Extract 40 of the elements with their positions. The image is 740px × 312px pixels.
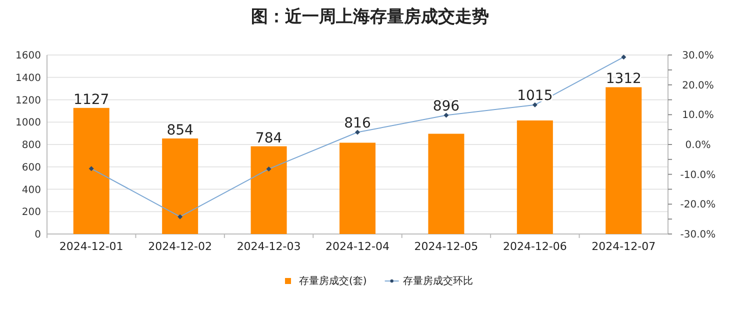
y-tick-label: 600 (22, 162, 41, 174)
bar (340, 142, 376, 234)
x-tick-label: 2024-12-05 (414, 240, 478, 253)
bar (73, 108, 110, 234)
chart-title: 图：近一周上海存量房成交走势 (251, 7, 489, 27)
y2-tick-label: 30.0% (682, 50, 714, 62)
bar (606, 87, 642, 234)
y2-tick-label: -10.0% (680, 170, 716, 181)
data-label: 1015 (517, 88, 553, 104)
data-label: 1127 (74, 92, 110, 108)
y-tick-label: 200 (22, 207, 41, 218)
bar (250, 146, 287, 234)
y2-tick-label: 0.0% (685, 140, 711, 151)
y-tick-label: 1600 (16, 50, 41, 62)
bar (428, 134, 464, 234)
data-label: 1312 (606, 71, 642, 88)
bar (516, 120, 553, 234)
bar (162, 138, 198, 234)
data-label: 854 (166, 122, 194, 138)
legend-label: 存量房成交环比 (402, 275, 473, 287)
y2-tick-label: 20.0% (682, 80, 714, 92)
x-tick-label: 2024-12-02 (148, 240, 212, 253)
x-tick-label: 2024-12-01 (59, 240, 124, 253)
y2-tick-label: -30.0% (680, 230, 716, 240)
y-tick-label: 1000 (16, 118, 41, 129)
x-tick-label: 2024-12-03 (236, 240, 301, 253)
y-tick-label: 400 (22, 184, 41, 196)
y-tick-label: 0 (34, 230, 41, 240)
legend-label: 存量房成交(套) (299, 275, 367, 287)
y-tick-label: 1200 (16, 95, 41, 106)
y-tick-label: 800 (22, 140, 41, 151)
data-label: 784 (255, 130, 282, 146)
y2-tick-label: -20.0% (680, 200, 716, 211)
x-tick-label: 2024-12-06 (502, 240, 567, 253)
x-tick-label: 2024-12-04 (326, 240, 390, 253)
data-label: 816 (344, 115, 371, 132)
x-tick-label: 2024-12-07 (592, 240, 656, 253)
y2-tick-label: 10.0% (682, 110, 714, 122)
y-tick-label: 1400 (16, 72, 41, 84)
data-label: 896 (432, 98, 460, 114)
